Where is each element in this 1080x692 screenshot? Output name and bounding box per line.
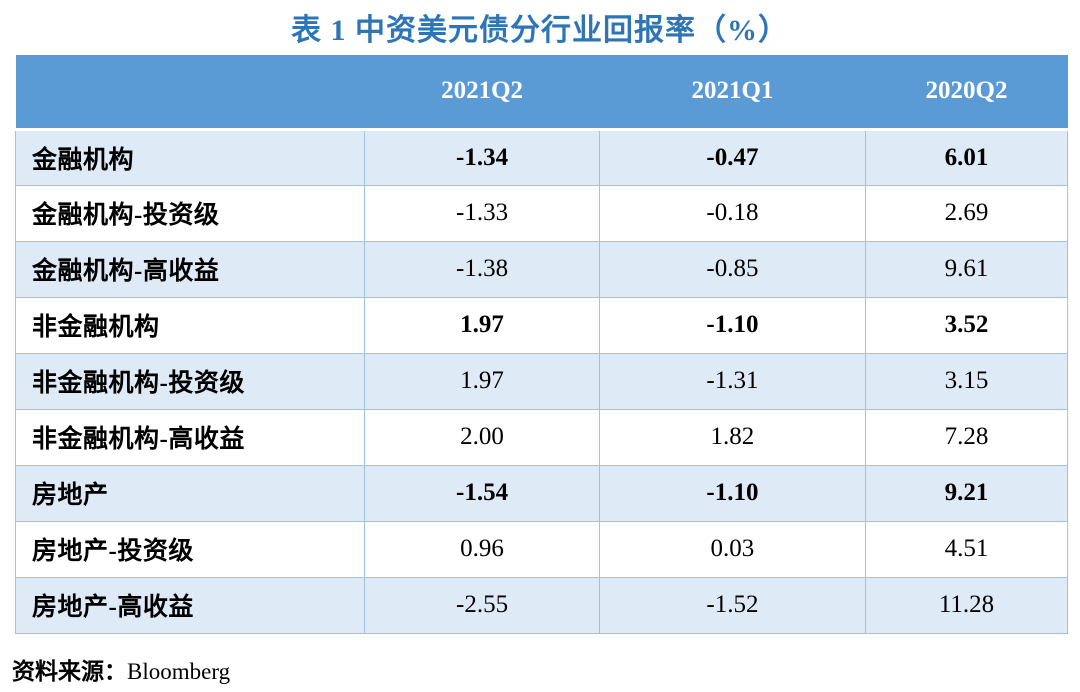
value-cell: -1.10 [598, 464, 866, 522]
table-row: 房地产 -1.54 -1.10 9.21 [14, 464, 1069, 522]
table-row: 非金融机构-高收益 2.00 1.82 7.28 [14, 408, 1069, 466]
value-cell: -0.47 [598, 128, 866, 186]
sector-returns-table: 2021Q2 2021Q1 2020Q2 金融机构 -1.34 -0.47 6.01 金融机… [14, 55, 1069, 634]
value-cell: 7.28 [864, 408, 1069, 466]
value-cell: 2.69 [864, 184, 1069, 242]
column-header: 2021Q2 [364, 55, 600, 131]
source-value: Bloomberg [127, 659, 231, 684]
table-row: 房地产-投资级 0.96 0.03 4.51 [14, 520, 1069, 578]
value-cell: -1.31 [598, 352, 866, 410]
row-label: 非金融机构-高收益 [14, 408, 366, 466]
value-cell: 0.03 [598, 520, 866, 578]
value-cell: 9.21 [864, 464, 1069, 522]
row-label: 非金融机构-投资级 [14, 352, 366, 410]
table-header: 2021Q2 2021Q1 2020Q2 [15, 55, 1068, 131]
table-body: 金融机构 -1.34 -0.47 6.01 金融机构-投资级 -1.33 -0.18 2.69… [14, 128, 1069, 634]
value-cell: -1.34 [364, 128, 600, 186]
row-label: 非金融机构 [14, 296, 366, 354]
column-header: 2021Q1 [599, 55, 866, 131]
source-label: 资料来源： [12, 659, 127, 684]
source-note: 资料来源：Bloomberg [12, 652, 230, 686]
row-label: 房地产-投资级 [14, 520, 366, 578]
value-cell: 1.97 [364, 296, 600, 354]
value-cell: 1.82 [598, 408, 866, 466]
row-label: 金融机构-投资级 [14, 184, 366, 242]
value-cell: 3.15 [864, 352, 1069, 410]
table-row: 非金融机构-投资级 1.97 -1.31 3.15 [14, 352, 1069, 410]
table-row: 非金融机构 1.97 -1.10 3.52 [14, 296, 1069, 354]
value-cell: 9.61 [864, 240, 1069, 298]
table-title: 表 1 中资美元债分行业回报率（%） [291, 14, 789, 47]
row-label: 房地产-高收益 [14, 576, 366, 634]
header-row: 2021Q2 2021Q1 2020Q2 [15, 55, 1068, 131]
value-cell: 11.28 [864, 576, 1069, 634]
value-cell: -2.55 [364, 576, 600, 634]
value-cell: -1.52 [598, 576, 866, 634]
value-cell: -1.10 [598, 296, 866, 354]
column-header: 2020Q2 [865, 55, 1068, 131]
value-cell: -1.54 [364, 464, 600, 522]
value-cell: 1.97 [364, 352, 600, 410]
value-cell: 2.00 [364, 408, 600, 466]
value-cell: -0.18 [598, 184, 866, 242]
table-row: 金融机构 -1.34 -0.47 6.01 [14, 128, 1069, 186]
value-cell: 6.01 [864, 128, 1069, 186]
row-label: 金融机构 [14, 128, 366, 186]
row-label: 金融机构-高收益 [14, 240, 366, 298]
table-row: 房地产-高收益 -2.55 -1.52 11.28 [14, 576, 1069, 634]
table-row: 金融机构-高收益 -1.38 -0.85 9.61 [14, 240, 1069, 298]
value-cell: -1.33 [364, 184, 600, 242]
value-cell: 0.96 [364, 520, 600, 578]
table-row: 金融机构-投资级 -1.33 -0.18 2.69 [14, 184, 1069, 242]
value-cell: 4.51 [864, 520, 1069, 578]
value-cell: -0.85 [598, 240, 866, 298]
value-cell: -1.38 [364, 240, 600, 298]
corner-cell [15, 55, 365, 131]
row-label: 房地产 [14, 464, 366, 522]
value-cell: 3.52 [864, 296, 1069, 354]
